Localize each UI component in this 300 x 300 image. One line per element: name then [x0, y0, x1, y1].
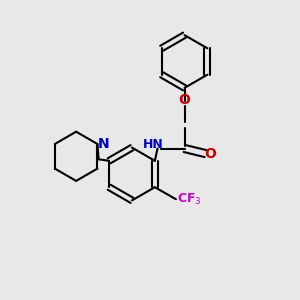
- Text: O: O: [178, 94, 190, 107]
- Text: HN: HN: [142, 138, 164, 152]
- Text: O: O: [204, 147, 216, 160]
- Text: N: N: [98, 137, 109, 151]
- Text: CF$_3$: CF$_3$: [177, 192, 202, 207]
